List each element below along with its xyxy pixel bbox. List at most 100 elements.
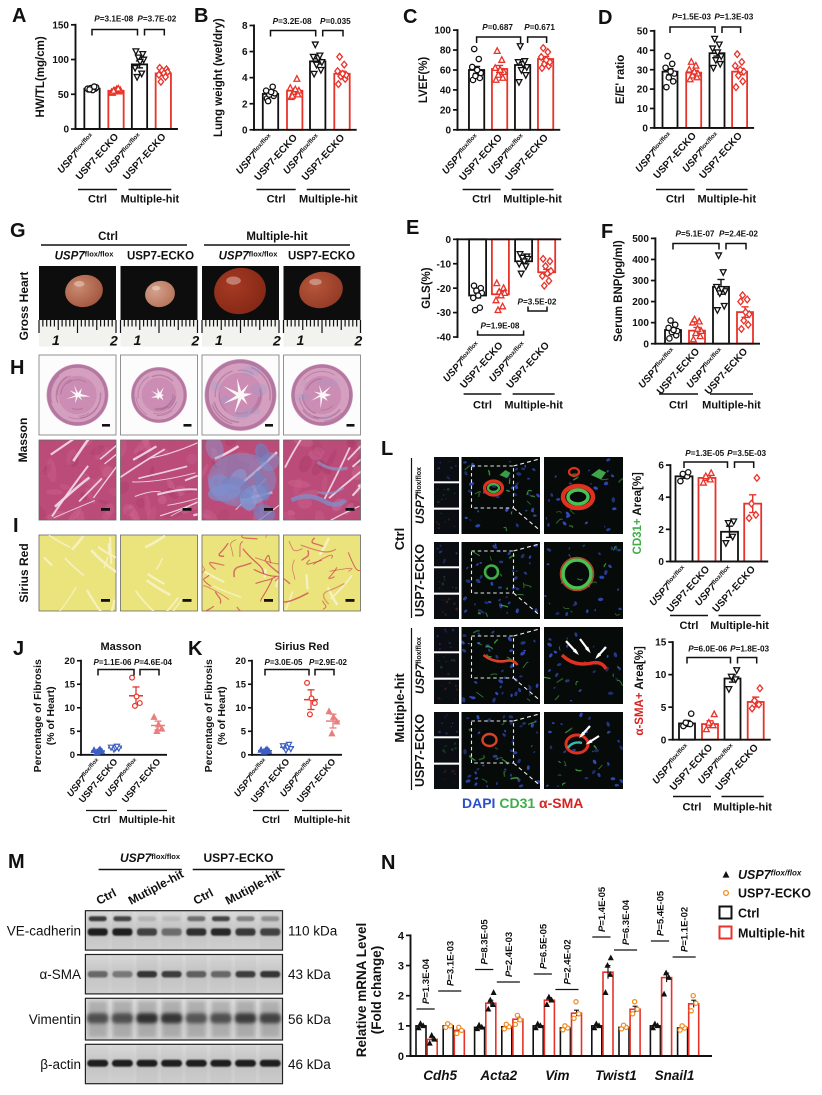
svg-text:10: 10 (235, 703, 246, 714)
svg-text:Snail1: Snail1 (655, 1068, 695, 1083)
svg-text:1: 1 (297, 332, 305, 348)
svg-text:Multiple-hit: Multiple-hit (392, 673, 407, 743)
svg-text:P=1.3E-04: P=1.3E-04 (421, 958, 432, 1004)
svg-text:Ctrl: Ctrl (267, 194, 286, 206)
svg-text:P=3.7E-02: P=3.7E-02 (137, 15, 176, 24)
svg-text:56 kDa: 56 kDa (288, 1012, 331, 1027)
svg-text:2: 2 (658, 525, 664, 536)
svg-text:300: 300 (632, 276, 649, 287)
svg-text:Ctrl: Ctrl (473, 400, 492, 412)
svg-text:USP7-ECKO: USP7-ECKO (203, 851, 273, 865)
svg-text:50: 50 (58, 90, 70, 101)
svg-text:P=3.1E-03: P=3.1E-03 (445, 941, 456, 986)
svg-text:50: 50 (637, 27, 649, 38)
svg-text:N: N (381, 852, 395, 874)
svg-text:10: 10 (655, 670, 667, 681)
svg-text:Gross Heart: Gross Heart (17, 272, 31, 341)
svg-text:Ctrl: Ctrl (669, 400, 688, 412)
svg-text:Ctrl: Ctrl (666, 194, 685, 206)
svg-text:Multiple-hit: Multiple-hit (697, 194, 756, 206)
svg-text:-30: -30 (437, 308, 452, 319)
svg-text:0: 0 (398, 1051, 404, 1063)
svg-text:Multiple-hit: Multiple-hit (710, 620, 769, 632)
svg-text:Sirius Red: Sirius Red (275, 641, 329, 653)
svg-text:P=1.3E-05: P=1.3E-05 (685, 449, 724, 458)
svg-text:CD31+ Area[%]: CD31+ Area[%] (632, 472, 644, 555)
svg-text:P=6.0E-06: P=6.0E-06 (688, 645, 727, 654)
svg-text:Percentage of Fibrosis: Percentage of Fibrosis (203, 659, 215, 772)
svg-text:P=1.4E-05: P=1.4E-05 (597, 886, 608, 932)
svg-text:0: 0 (661, 735, 667, 746)
svg-text:P=5.1E-07: P=5.1E-07 (676, 230, 715, 239)
svg-text:3: 3 (398, 961, 404, 973)
svg-text:0: 0 (241, 750, 246, 761)
svg-text:Multiple-hit: Multiple-hit (119, 814, 175, 826)
svg-text:LVEF(%): LVEF(%) (418, 57, 430, 104)
svg-text:2: 2 (354, 333, 363, 349)
svg-text:P=3.2E-08: P=3.2E-08 (273, 17, 312, 26)
svg-text:Multiple-hit: Multiple-hit (738, 927, 805, 941)
svg-text:P=3.5E-02: P=3.5E-02 (518, 298, 557, 307)
svg-text:5: 5 (70, 727, 76, 738)
svg-text:0: 0 (445, 235, 451, 246)
svg-text:500: 500 (632, 234, 649, 245)
svg-text:150: 150 (52, 20, 69, 31)
svg-text:P=1.3E-03: P=1.3E-03 (714, 13, 753, 22)
svg-text:100: 100 (52, 55, 69, 66)
svg-text:P=1.1E-06: P=1.1E-06 (93, 658, 132, 667)
svg-text:30: 30 (637, 65, 649, 76)
svg-text:10: 10 (637, 104, 649, 115)
svg-text:20: 20 (440, 105, 452, 116)
svg-text:E: E (406, 217, 419, 239)
svg-text:Masson: Masson (16, 418, 30, 463)
svg-text:110 kDa: 110 kDa (288, 923, 338, 938)
svg-text:6: 6 (658, 461, 664, 472)
svg-text:0: 0 (642, 124, 648, 135)
svg-text:5: 5 (241, 727, 247, 738)
svg-text:Vimentin: Vimentin (29, 1012, 81, 1027)
svg-text:4: 4 (398, 930, 405, 942)
svg-text:-40: -40 (437, 333, 452, 344)
svg-text:β-actin: β-actin (40, 1057, 81, 1072)
svg-text:C: C (403, 6, 417, 28)
svg-text:Ctrl: Ctrl (92, 814, 110, 826)
svg-text:20: 20 (64, 656, 75, 667)
svg-text:Ctrl: Ctrl (88, 194, 107, 206)
svg-text:Cdh5: Cdh5 (423, 1068, 457, 1083)
svg-text:M: M (8, 851, 25, 873)
svg-text:J: J (13, 638, 24, 660)
svg-text:46 kDa: 46 kDa (288, 1057, 331, 1072)
svg-text:P=3.1E-08: P=3.1E-08 (94, 15, 133, 24)
svg-text:15: 15 (235, 680, 246, 691)
svg-text:I: I (13, 515, 19, 537)
svg-text:Multiple-hit: Multiple-hit (504, 400, 563, 412)
svg-text:P=6.5E-05: P=6.5E-05 (538, 923, 549, 969)
svg-text:(Fold change): (Fold change) (369, 946, 384, 1035)
svg-text:P=5.4E-05: P=5.4E-05 (656, 890, 667, 936)
svg-text:P=1.1E-02: P=1.1E-02 (680, 907, 691, 952)
svg-text:8: 8 (242, 21, 248, 32)
svg-text:40: 40 (440, 86, 452, 97)
svg-text:Ctrl: Ctrl (680, 620, 699, 632)
svg-text:10: 10 (64, 703, 75, 714)
svg-text:1: 1 (134, 332, 142, 348)
svg-text:P=1.8E-03: P=1.8E-03 (730, 645, 769, 654)
svg-text:2: 2 (272, 333, 281, 349)
svg-text:P=2.4E-03: P=2.4E-03 (504, 932, 515, 977)
svg-text:P=0.035: P=0.035 (320, 17, 351, 26)
svg-text:P=3.0E-05: P=3.0E-05 (264, 658, 303, 667)
svg-text:0: 0 (63, 125, 69, 136)
svg-text:20: 20 (637, 85, 649, 96)
svg-text:2: 2 (398, 991, 404, 1003)
svg-text:Multiple-hit: Multiple-hit (121, 194, 180, 206)
svg-text:Serum BNP(pg/ml): Serum BNP(pg/ml) (613, 240, 625, 342)
svg-text:VE-cadherin: VE-cadherin (7, 923, 81, 938)
svg-text:USP7-ECKO: USP7-ECKO (738, 887, 811, 901)
svg-text:Ctrl: Ctrl (392, 528, 407, 550)
svg-text:100: 100 (632, 318, 649, 329)
svg-text:43 kDa: 43 kDa (288, 967, 331, 982)
svg-text:USP7-ECKO: USP7-ECKO (413, 544, 427, 617)
svg-text:6: 6 (242, 47, 248, 58)
svg-text:1: 1 (398, 1021, 404, 1033)
svg-text:(% of Heart): (% of Heart) (45, 686, 57, 745)
